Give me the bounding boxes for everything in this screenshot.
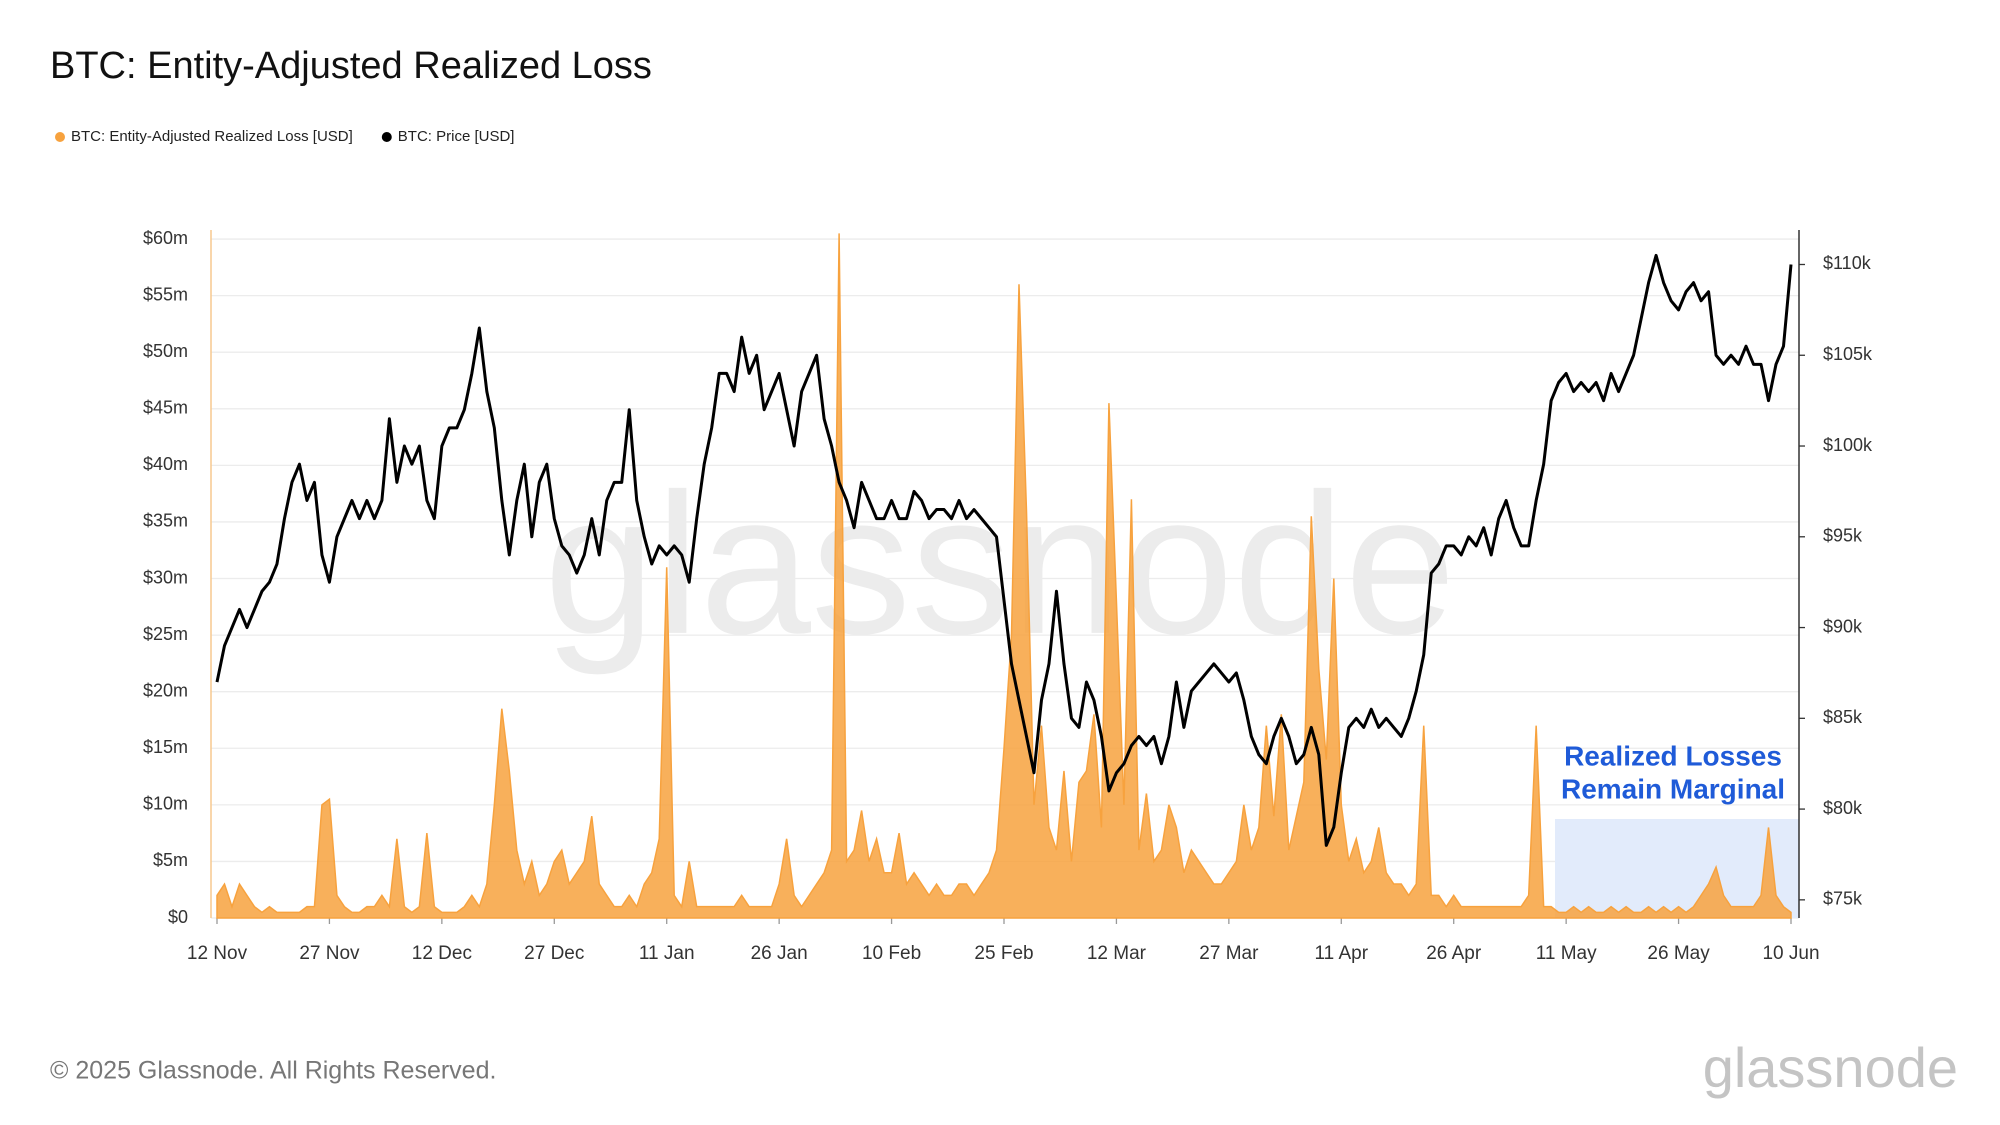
y2-tick-label: $90k [1823, 616, 1863, 636]
x-tick-label: 12 Nov [187, 943, 248, 964]
y-tick-label: $50m [143, 341, 188, 361]
y-tick-label: $40m [143, 454, 188, 474]
footer: © 2025 Glassnode. All Rights Reserved. [50, 1057, 496, 1085]
x-tick-label: 27 Nov [299, 943, 360, 964]
loss-area [216, 233, 1792, 919]
annotation: Realized Losses [1564, 740, 1782, 771]
y-tick-label: $5m [153, 850, 188, 870]
y-tick-label: $15m [143, 737, 188, 757]
y-tick-label: $10m [143, 794, 188, 814]
price-line [215, 253, 1793, 847]
y-tick-label: $45m [143, 398, 188, 418]
legend: BTC: Entity-Adjusted Realized Loss [USD]… [55, 128, 514, 145]
legend-marker [55, 132, 65, 142]
y-tick-label: $55m [143, 284, 188, 304]
logo: glassnode [1703, 1036, 1958, 1099]
y2-tick-label: $105k [1823, 344, 1873, 364]
x-tick-label: 26 Jan [751, 943, 808, 964]
y2-tick-label: $80k [1823, 798, 1863, 818]
x-tick-label: 10 Jun [1762, 943, 1819, 964]
legend-label: BTC: Price [USD] [398, 128, 515, 145]
x-tick-label: 12 Mar [1087, 943, 1147, 964]
x-tick-label: 26 Apr [1426, 943, 1482, 964]
x-tick-label: 12 Dec [412, 943, 472, 964]
y-tick-label: $20m [143, 680, 188, 700]
x-tick-label: 11 Apr [1315, 943, 1369, 964]
y2-tick-label: $75k [1823, 889, 1863, 909]
y2-tick-label: $100k [1823, 435, 1873, 455]
y-tick-label: $0 [168, 907, 188, 927]
x-tick-label: 27 Mar [1199, 943, 1259, 964]
y2-tick-label: $95k [1823, 526, 1863, 546]
x-tick-label: 26 May [1647, 943, 1710, 964]
annotation: Remain Marginal [1561, 773, 1785, 804]
y-tick-label: $60m [143, 228, 188, 248]
x-tick-label: 27 Dec [524, 943, 584, 964]
x-tick-label: 25 Feb [974, 943, 1033, 964]
legend-marker [381, 132, 392, 142]
legend-label: BTC: Entity-Adjusted Realized Loss [USD] [71, 128, 353, 145]
chart-title: BTC: Entity-Adjusted Realized Loss [50, 45, 652, 87]
y-tick-label: $25m [143, 624, 188, 644]
y2-tick-label: $85k [1823, 707, 1863, 727]
x-tick-label: 10 Feb [862, 943, 921, 964]
x-tick-label: 11 May [1536, 943, 1597, 964]
y-tick-label: $35m [143, 511, 188, 531]
x-tick-label: 11 Jan [639, 943, 695, 964]
y2-tick-label: $110k [1823, 253, 1872, 273]
y-tick-label: $30m [143, 567, 188, 587]
